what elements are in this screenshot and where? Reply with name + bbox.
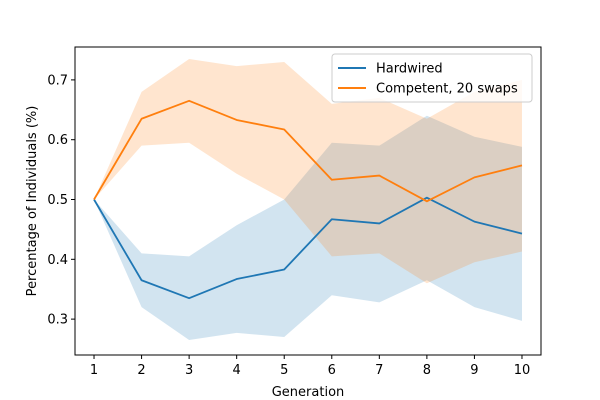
- x-axis-label: Generation: [272, 385, 345, 400]
- y-tick-label: 0.3: [47, 313, 68, 328]
- x-tick-label: 7: [375, 363, 383, 378]
- x-axis-ticks: 1 2 3 4 5 6 7 8 9 10: [90, 355, 530, 378]
- confidence-bands: [94, 58, 522, 341]
- x-tick-label: 9: [470, 363, 478, 378]
- x-tick-label: 4: [233, 363, 241, 378]
- x-tick-label: 6: [328, 363, 336, 378]
- series-lines: [93, 99, 523, 300]
- y-axis-label: Percentage of Individuals (%): [25, 106, 40, 297]
- band-competent-20-swaps: [94, 58, 522, 284]
- y-tick-label: 0.7: [47, 73, 68, 88]
- legend-box: [331, 53, 533, 103]
- x-tick-label: 1: [90, 363, 98, 378]
- plot-frame: [74, 46, 542, 356]
- x-tick-label: 2: [137, 363, 145, 378]
- band-hardwired: [94, 115, 522, 341]
- y-axis-ticks: 0.3 0.4 0.5 0.6 0.7: [47, 73, 75, 328]
- y-tick-label: 0.6: [47, 133, 68, 148]
- legend-label-competent: Competent, 20 swaps: [376, 82, 518, 97]
- legend: Hardwired Competent, 20 swaps: [331, 53, 533, 103]
- x-tick-label: 10: [514, 363, 531, 378]
- series-line-hardwired: [93, 196, 523, 300]
- y-tick-label: 0.5: [47, 193, 68, 208]
- x-tick-label: 8: [423, 363, 431, 378]
- series-line-competent-20-swaps: [93, 99, 523, 203]
- x-tick-label: 3: [185, 363, 193, 378]
- legend-label-hardwired: Hardwired: [376, 62, 443, 77]
- y-tick-label: 0.4: [47, 253, 68, 268]
- x-tick-label: 5: [280, 363, 288, 378]
